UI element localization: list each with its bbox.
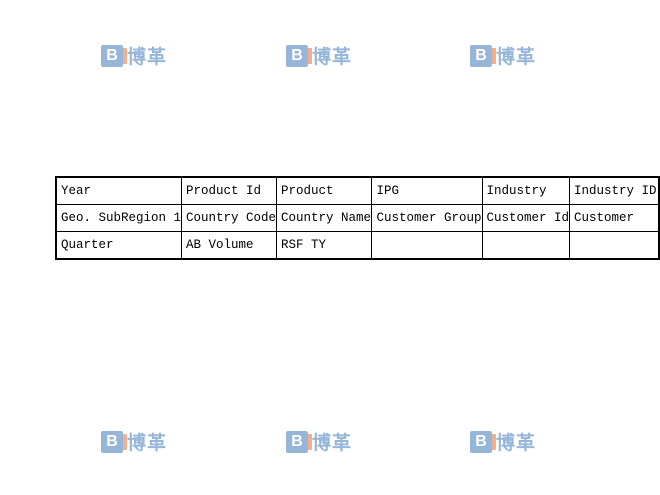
field-cell: Product Id xyxy=(181,176,278,205)
watermark-text: 博革 xyxy=(127,433,168,454)
field-cell: Customer Group xyxy=(371,204,483,232)
watermark-logo-icon: B xyxy=(101,430,127,453)
field-cell: IPG xyxy=(371,176,483,205)
watermark-bottom-right: B 博革 xyxy=(470,428,536,455)
field-cell: Product xyxy=(276,176,373,205)
field-cell: RSF TY xyxy=(276,231,373,260)
watermark-logo-icon: B xyxy=(470,430,496,453)
watermark-logo-icon: B xyxy=(101,44,127,67)
watermark-logo-icon: B xyxy=(286,430,312,453)
table-row: Geo. SubRegion 1 Country Code Country Na… xyxy=(55,204,660,232)
watermark-text: 博革 xyxy=(496,47,537,68)
table-row: Year Product Id Product IPG Industry Ind… xyxy=(55,176,660,205)
field-cell-empty xyxy=(371,231,483,260)
field-cell: Customer xyxy=(569,204,660,232)
watermark-text: 博革 xyxy=(127,47,168,68)
field-cell: Year xyxy=(55,176,183,205)
watermark-logo-icon: B xyxy=(286,44,312,67)
field-cell: Industry ID xyxy=(569,176,660,205)
watermark-text: 博革 xyxy=(312,47,353,68)
watermark-text: 博革 xyxy=(312,433,353,454)
field-table: Year Product Id Product IPG Industry Ind… xyxy=(55,176,660,260)
watermark-top-left: B 博革 xyxy=(101,42,167,69)
field-grid: Year Product Id Product IPG Industry Ind… xyxy=(55,176,660,260)
watermark-logo-icon: B xyxy=(470,44,496,67)
field-cell: Quarter xyxy=(55,231,183,260)
watermark-bottom-left: B 博革 xyxy=(101,428,167,455)
field-cell-empty xyxy=(481,231,571,260)
table-row: Quarter AB Volume RSF TY xyxy=(55,231,660,260)
watermark-text: 博革 xyxy=(496,433,537,454)
field-cell: AB Volume xyxy=(181,231,278,260)
field-cell: Country Name xyxy=(276,204,373,232)
field-cell-empty xyxy=(569,231,660,260)
field-cell: Customer Id xyxy=(481,204,571,232)
watermark-top-center: B 博革 xyxy=(286,42,352,69)
field-cell: Country Code xyxy=(181,204,278,232)
field-cell: Industry xyxy=(481,176,571,205)
field-cell: Geo. SubRegion 1 xyxy=(55,204,183,232)
watermark-bottom-center: B 博革 xyxy=(286,428,352,455)
watermark-top-right: B 博革 xyxy=(470,42,536,69)
